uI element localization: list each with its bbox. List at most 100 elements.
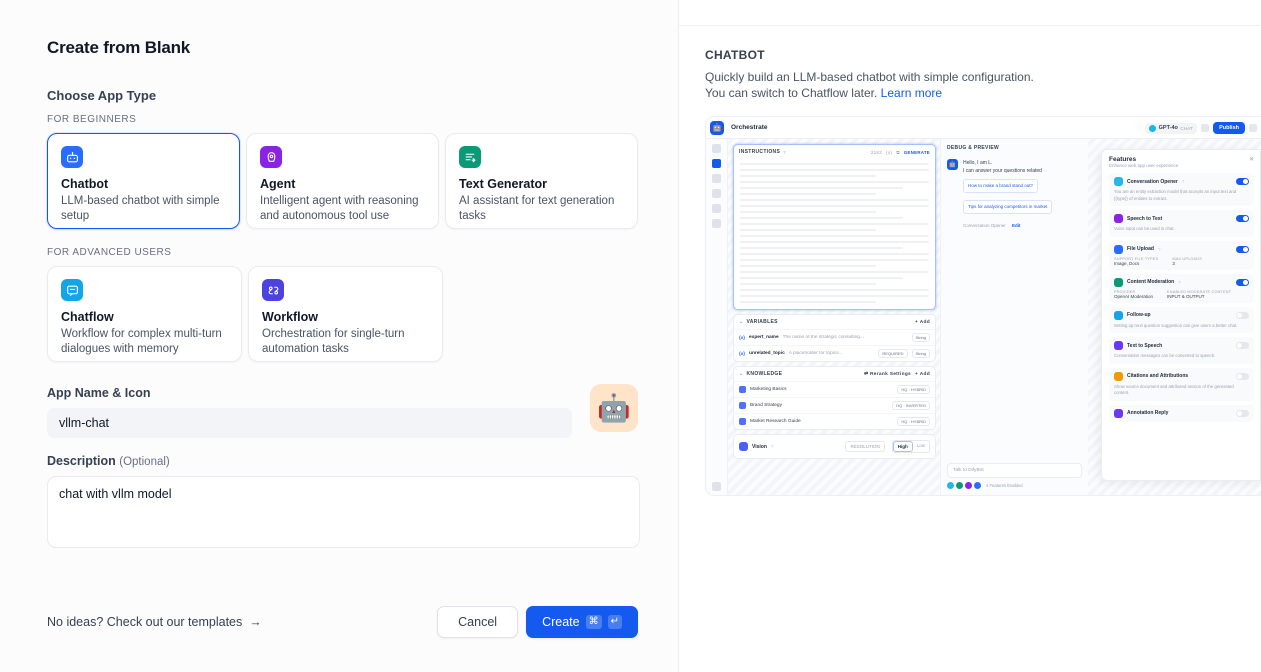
- feature-name: Conversation Opener: [1127, 178, 1178, 185]
- create-button-label: Create: [542, 615, 580, 629]
- feature-card-file-upload[interactable]: File Upload ? SUPPORT FILE TYPES Image, …: [1109, 240, 1254, 270]
- text-generator-icon: [459, 146, 481, 168]
- preview-features-drawer: ✕ Features Enhance web app user experien…: [1101, 149, 1261, 481]
- rerank-settings-button[interactable]: ⇄ Rerank Settings: [864, 371, 912, 377]
- chevron-down-icon[interactable]: ⌄: [739, 371, 744, 377]
- preview-model-selector[interactable]: GPT-4o CHAT: [1145, 122, 1198, 134]
- rail-icon-collapse[interactable]: [712, 482, 721, 491]
- learn-more-link[interactable]: Learn more: [880, 86, 943, 100]
- variable-insert-icon[interactable]: {x}: [886, 149, 893, 155]
- variable-row[interactable]: {x} unrelated_topic A placeholder for to…: [734, 345, 935, 361]
- variable-row[interactable]: {x} expert_name The name of the strategi…: [734, 329, 935, 345]
- feature-card-speech-to-text[interactable]: Speech to Text Voice input can be used i…: [1109, 210, 1254, 237]
- model-provider-icon: [1149, 124, 1157, 132]
- app-icon-picker[interactable]: 🤖: [590, 384, 638, 432]
- cancel-button[interactable]: Cancel: [437, 606, 519, 638]
- for-beginners-label: FOR BEGINNERS: [47, 114, 137, 125]
- feature-toggle[interactable]: [1236, 245, 1249, 253]
- file-upload-feature-icon[interactable]: [974, 482, 981, 489]
- variable-name: unrelated_topic: [749, 351, 785, 356]
- chat-message: 🤖 Hello, I am L. I can answer your quest…: [947, 159, 1082, 230]
- knowledge-header: ⌄ KNOWLEDGE ⇄ Rerank Settings + Add: [734, 367, 935, 381]
- close-icon[interactable]: ✕: [1248, 157, 1254, 163]
- app-type-card-chatbot[interactable]: Chatbot LLM-based chatbot with simple se…: [47, 133, 240, 229]
- opener-label: Conversation Opener: [963, 223, 1006, 228]
- knowledge-row[interactable]: Brand Strategy HQ · INVERTED: [734, 397, 935, 413]
- preview-vision-row: Vision ? RESOLUTION High Low: [733, 434, 936, 459]
- card-title: Chatbot: [61, 177, 109, 191]
- chevron-down-icon[interactable]: ⌄: [739, 319, 744, 325]
- rail-icon-monitoring[interactable]: [712, 204, 721, 213]
- app-type-card-agent[interactable]: Agent Intelligent agent with reasoning a…: [246, 133, 439, 229]
- form-footer: No ideas? Check out our templates → Canc…: [47, 606, 638, 638]
- opener-feature-icon[interactable]: [947, 482, 954, 489]
- feature-toggle[interactable]: [1236, 372, 1249, 380]
- feature-card-content-moderation[interactable]: Content Moderation ? PROVIDER OpenAI Mod…: [1109, 273, 1254, 303]
- create-button[interactable]: Create ⌘ ↵: [526, 606, 638, 638]
- app-type-card-chatflow[interactable]: Chatflow Workflow for complex multi-turn…: [47, 266, 242, 362]
- variable-tag-icon: {x}: [739, 351, 746, 356]
- feature-toggle[interactable]: [1236, 342, 1249, 349]
- feature-kv-value: OpenAI Moderation: [1114, 293, 1154, 299]
- feature-kv-key: MAX UPLOADS: [1172, 256, 1202, 261]
- rail-icon-analytics[interactable]: [712, 189, 721, 198]
- preview-settings-icon[interactable]: [1201, 124, 1210, 132]
- preview-body: INSTRUCTIONS ? 2182 {x} ⧉ GENERATE: [706, 139, 1261, 495]
- feature-card-text-to-speech[interactable]: Text to Speech Conversation messages can…: [1109, 337, 1254, 364]
- feature-toggle[interactable]: [1236, 178, 1249, 185]
- app-name-input[interactable]: [47, 408, 572, 438]
- bot-avatar-icon: 🤖: [947, 159, 958, 170]
- moderation-feature-icon[interactable]: [956, 482, 963, 489]
- rail-icon-logs[interactable]: [712, 174, 721, 183]
- chat-input[interactable]: Talk to DifyBot: [947, 463, 1082, 478]
- preview-history-icon[interactable]: [1249, 124, 1257, 132]
- shield-icon: [1114, 277, 1123, 287]
- feature-card-annotation-reply[interactable]: Annotation Reply: [1109, 404, 1254, 422]
- card-title: Workflow: [262, 310, 319, 324]
- preview-instructions-panel[interactable]: INSTRUCTIONS ? 2182 {x} ⧉ GENERATE: [733, 144, 936, 310]
- app-type-card-text-generator[interactable]: Text Generator AI assistant for text gen…: [445, 133, 638, 229]
- resolution-option-high[interactable]: High: [892, 441, 913, 452]
- suggestion-chip[interactable]: Tips for analyzing competitors in market: [963, 200, 1053, 214]
- app-type-card-workflow[interactable]: Workflow Orchestration for single-turn a…: [248, 266, 443, 362]
- variable-name: expert_name: [749, 335, 779, 340]
- resolution-toggle[interactable]: RESOLUTION: [845, 441, 885, 452]
- rail-icon-apps[interactable]: [712, 144, 721, 153]
- feature-toggle[interactable]: [1236, 215, 1249, 222]
- page-title: Create from Blank: [47, 38, 191, 57]
- resolution-label: RESOLUTION: [850, 444, 880, 449]
- resolution-option-low[interactable]: Low: [916, 443, 925, 448]
- description-textarea[interactable]: [47, 476, 640, 548]
- feature-name: Citations and Attributions: [1127, 373, 1189, 379]
- templates-link-text: No ideas? Check out our templates: [47, 615, 243, 629]
- feature-kv-key: SUPPORT FILE TYPES: [1114, 256, 1159, 261]
- variables-add-button[interactable]: + Add: [915, 319, 930, 325]
- feature-card-follow-up[interactable]: Follow-up Setting up next question sugge…: [1109, 306, 1254, 333]
- feature-toggle[interactable]: [1236, 278, 1249, 286]
- resolution-options[interactable]: High Low: [891, 440, 930, 453]
- chat-message-line2: I can answer your questions related: [963, 168, 1042, 174]
- preview-chat-input-area: Talk to DifyBot 4 Features Enabled: [947, 463, 1082, 489]
- copy-icon[interactable]: ⧉: [896, 149, 900, 155]
- knowledge-row[interactable]: Market Research Guide HQ · HYBRID: [734, 413, 935, 429]
- feature-card-citations[interactable]: Citations and Attributions Show source d…: [1109, 367, 1254, 401]
- speech-feature-icon[interactable]: [965, 482, 972, 489]
- templates-link[interactable]: No ideas? Check out our templates →: [47, 615, 262, 629]
- vision-label: Vision: [752, 443, 767, 450]
- knowledge-row[interactable]: Marketing Basics HQ · HYBRID: [734, 381, 935, 397]
- feature-toggle[interactable]: [1236, 409, 1249, 417]
- opener-edit-button[interactable]: Edit: [1012, 223, 1021, 228]
- command-key-badge: ⌘: [585, 615, 602, 629]
- preview-variables-panel: ⌄ VARIABLES + Add {x} expert_name The na…: [733, 314, 936, 362]
- preview-publish-button[interactable]: Publish: [1213, 122, 1245, 134]
- generate-button[interactable]: GENERATE: [903, 149, 930, 155]
- feature-toggle[interactable]: [1236, 311, 1249, 319]
- suggestion-chip[interactable]: How to make a brand stand out?: [963, 179, 1039, 193]
- feature-card-conversation-opener[interactable]: Conversation Opener ? You are an entity …: [1109, 173, 1254, 206]
- knowledge-add-button[interactable]: + Add: [915, 371, 930, 377]
- rail-icon-settings[interactable]: [712, 219, 721, 228]
- text-to-speech-icon: [1114, 341, 1123, 350]
- feature-kv-value: INPUT & OUTPUT: [1167, 293, 1205, 299]
- rail-icon-orchestrate[interactable]: [712, 159, 721, 168]
